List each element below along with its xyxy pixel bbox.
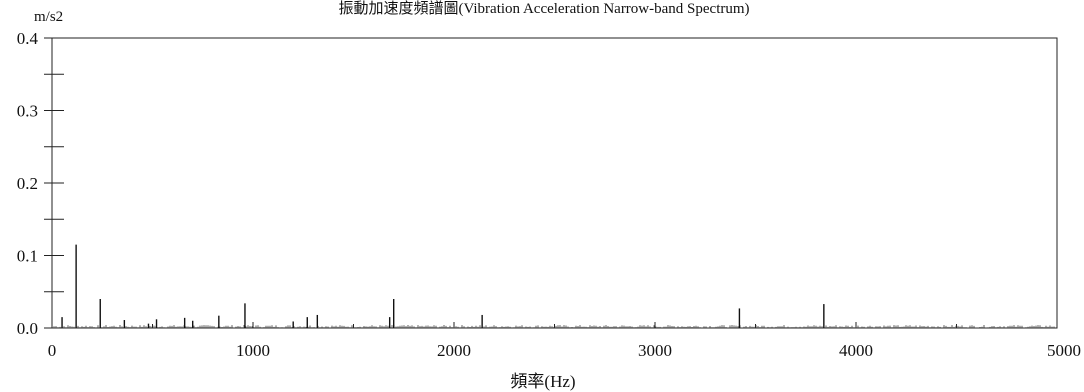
y-tick-label: 0.4 xyxy=(17,29,39,48)
x-tick-label: 5000 xyxy=(1047,341,1081,360)
y-tick-label: 0.3 xyxy=(17,102,38,121)
noise-floor xyxy=(53,325,1055,328)
x-tick-label: 4000 xyxy=(839,341,873,360)
x-tick-label: 1000 xyxy=(236,341,270,360)
x-axis: 0 1000 2000 3000 4000 5000 xyxy=(48,322,1081,360)
spectrum-peaks xyxy=(61,244,825,328)
y-tick-label: 0.1 xyxy=(17,247,38,266)
y-axis-unit-label: m/s2 xyxy=(34,9,63,25)
x-tick-label: 3000 xyxy=(638,341,672,360)
y-axis: 0.0 0.1 0.2 0.3 0.4 xyxy=(17,29,64,338)
x-tick-label: 2000 xyxy=(437,341,471,360)
x-axis-label: 頻率(Hz) xyxy=(510,372,575,391)
y-tick-label: 0.2 xyxy=(17,174,38,193)
y-tick-label: 0.0 xyxy=(17,319,38,338)
x-tick-label: 0 xyxy=(48,341,57,360)
chart-title: 振動加速度頻譜圖(Vibration Acceleration Narrow-b… xyxy=(338,0,749,17)
noise-floor-path xyxy=(53,325,1055,328)
plot-frame xyxy=(51,37,1058,329)
